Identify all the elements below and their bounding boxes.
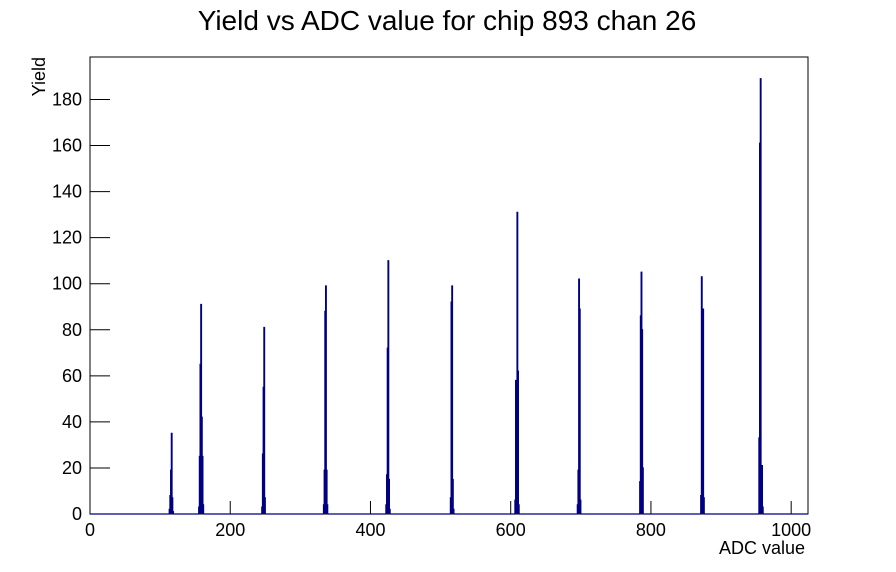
- bar: [517, 370, 520, 514]
- bar: [326, 504, 329, 514]
- x-tick-label: 600: [496, 520, 526, 540]
- bar: [515, 379, 517, 514]
- y-tick-label: 20: [62, 458, 82, 478]
- bar: [516, 211, 519, 514]
- bar: [387, 260, 390, 514]
- bar: [761, 465, 764, 514]
- bar: [517, 504, 520, 514]
- y-tick-label: 40: [62, 412, 82, 432]
- bar: [702, 497, 705, 514]
- bar: [202, 504, 205, 514]
- chart-title: Yield vs ADC value for chip 893 chan 26: [198, 5, 697, 36]
- x-tick-label: 800: [636, 520, 666, 540]
- y-tick-label: 80: [62, 320, 82, 340]
- bar: [759, 78, 762, 514]
- x-tick-label: 200: [215, 520, 245, 540]
- y-tick-label: 60: [62, 366, 82, 386]
- y-axis-label: Yield: [29, 57, 49, 96]
- y-tick-label: 100: [52, 274, 82, 294]
- bar: [325, 469, 328, 514]
- bar: [451, 478, 454, 514]
- bar: [200, 303, 203, 514]
- bar: [702, 308, 705, 514]
- bar: [641, 467, 644, 514]
- bar: [579, 499, 582, 514]
- bar: [388, 508, 391, 514]
- bar: [451, 285, 454, 514]
- bar: [324, 285, 327, 514]
- x-tick-label: 1000: [771, 520, 811, 540]
- x-axis-label: ADC value: [719, 538, 805, 558]
- y-tick-label: 120: [52, 228, 82, 248]
- bar: [263, 497, 266, 514]
- bar: [761, 506, 764, 514]
- y-tick-label: 180: [52, 89, 82, 109]
- bar: [578, 308, 581, 514]
- bar: [201, 455, 204, 514]
- y-tick-label: 140: [52, 182, 82, 202]
- x-tick-label: 0: [85, 520, 95, 540]
- bar: [452, 508, 455, 514]
- y-tick-label: 0: [72, 504, 82, 524]
- y-tick-label: 160: [52, 136, 82, 156]
- bar: [388, 478, 390, 514]
- bar: [171, 497, 174, 514]
- bar: [641, 329, 644, 514]
- bar: [172, 511, 175, 514]
- bar: [263, 326, 266, 514]
- x-tick-label: 400: [355, 520, 385, 540]
- bar: [170, 432, 173, 514]
